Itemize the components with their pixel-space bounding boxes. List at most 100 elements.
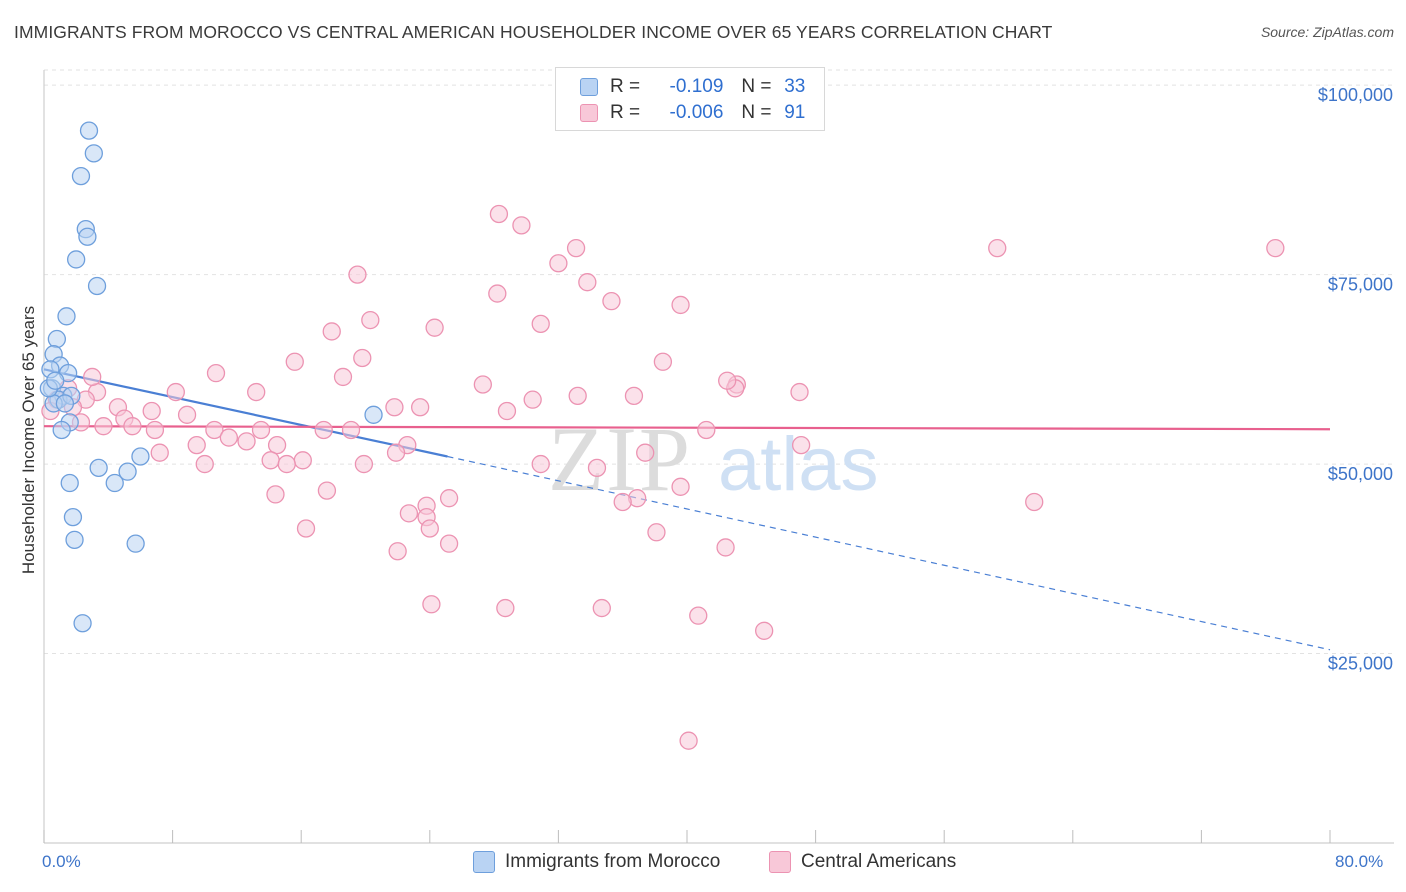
point-morocco [57,307,76,326]
point-central-american [718,371,737,390]
y-tick-label: $75,000 [1328,275,1393,295]
series-legend-morocco: Immigrants from Morocco [473,851,720,873]
point-central-american [624,386,644,406]
series-legend-central-americans: Central Americans [769,851,956,873]
series-legend-swatch-pink [769,851,791,873]
point-central-american [206,363,226,383]
point-morocco [71,166,91,186]
y-axis-label: Householder Income Over 65 years [19,305,38,575]
axes [43,70,1394,844]
point-central-american [293,451,312,470]
point-morocco [60,473,79,493]
point-central-american [348,265,367,284]
point-central-american [531,314,550,334]
point-morocco [87,276,107,296]
point-central-american [587,458,607,478]
point-morocco [46,371,65,390]
point-central-american [314,420,333,440]
y-tick-label: $100,000 [1318,85,1393,105]
point-central-american [671,477,690,496]
legend-n-label: N = [741,76,772,97]
point-central-american [512,216,531,235]
point-central-american [166,382,185,402]
point-central-american [671,295,690,315]
point-central-american [361,310,380,330]
point-central-american [790,382,809,402]
series-legend-label: Immigrants from Morocco [505,851,721,872]
point-central-american [1266,238,1285,258]
point-central-american [385,398,404,417]
watermark-atlas: atlas [718,422,879,507]
legend-r-value: -0.006 [669,102,724,123]
point-central-american [488,284,507,303]
source-label: Source: ZipAtlas.com [1260,24,1394,40]
point-central-american [94,417,113,436]
point-central-american [333,367,353,387]
trend-line-blue [43,368,448,458]
point-central-american [592,598,611,618]
point-central-american [473,375,492,394]
point-morocco [118,462,137,481]
point-central-american [386,443,406,462]
chart-title: IMMIGRANTS FROM MOROCCO VS CENTRAL AMERI… [14,22,1053,42]
point-central-american [636,443,655,462]
point-central-american [531,454,550,474]
point-central-american [317,481,337,500]
point-central-american [205,420,224,440]
legend-row-morocco: R = -0.109 N = 33 [580,74,813,100]
point-central-american [523,390,542,409]
point-central-american [496,598,515,618]
point-central-american [420,519,439,538]
point-morocco [84,144,103,163]
legend-n-label: N = [741,102,772,123]
point-morocco [55,394,75,413]
point-morocco [364,405,383,424]
point-central-american [755,621,774,640]
point-central-american [602,291,621,311]
point-central-american [266,485,285,504]
series-legend: Immigrants from Morocco Central American… [0,851,1406,877]
point-central-american [247,382,266,402]
point-morocco [105,473,124,493]
point-central-american [791,435,811,455]
point-central-american [566,238,586,258]
point-central-american [716,538,735,557]
point-central-american [679,731,698,750]
point-central-american [251,420,271,440]
point-morocco [47,329,67,349]
point-morocco [89,458,108,478]
point-central-american [549,254,568,273]
legend-n-value: 33 [784,76,806,97]
point-central-american [653,352,673,371]
y-tick-labels: $25,000 $50,000 $75,000 $100,000 [1318,85,1393,673]
x-axis-min-label: 0.0% [42,852,81,871]
point-morocco [73,614,92,633]
point-central-american [489,204,509,224]
point-central-american [261,451,280,470]
data-points [39,121,1285,750]
y-axis-label-wrap: Householder Income Over 65 years [10,240,48,640]
point-central-american [150,443,169,462]
point-morocco [126,534,145,553]
point-morocco [52,420,71,440]
point-central-american [83,367,102,387]
point-central-american [497,401,517,421]
point-central-american [322,322,341,341]
legend-r-value: -0.109 [669,76,724,97]
watermark-zip: ZIP [548,408,692,510]
point-morocco [79,121,99,140]
legend-n-value: 91 [784,102,806,123]
legend-swatch-pink [580,104,598,122]
legend-r-label: R = [610,76,641,97]
point-morocco [78,227,97,246]
point-central-american [195,454,214,474]
point-central-american [439,489,459,508]
legend-row-central-americans: R = -0.006 N = 91 [580,100,813,126]
point-central-american [219,428,239,447]
point-central-american [187,435,206,455]
legend-r-label: R = [610,102,641,123]
watermark: ZIP atlas [548,408,879,510]
series-legend-swatch-blue [473,851,495,873]
point-central-american [285,352,304,371]
